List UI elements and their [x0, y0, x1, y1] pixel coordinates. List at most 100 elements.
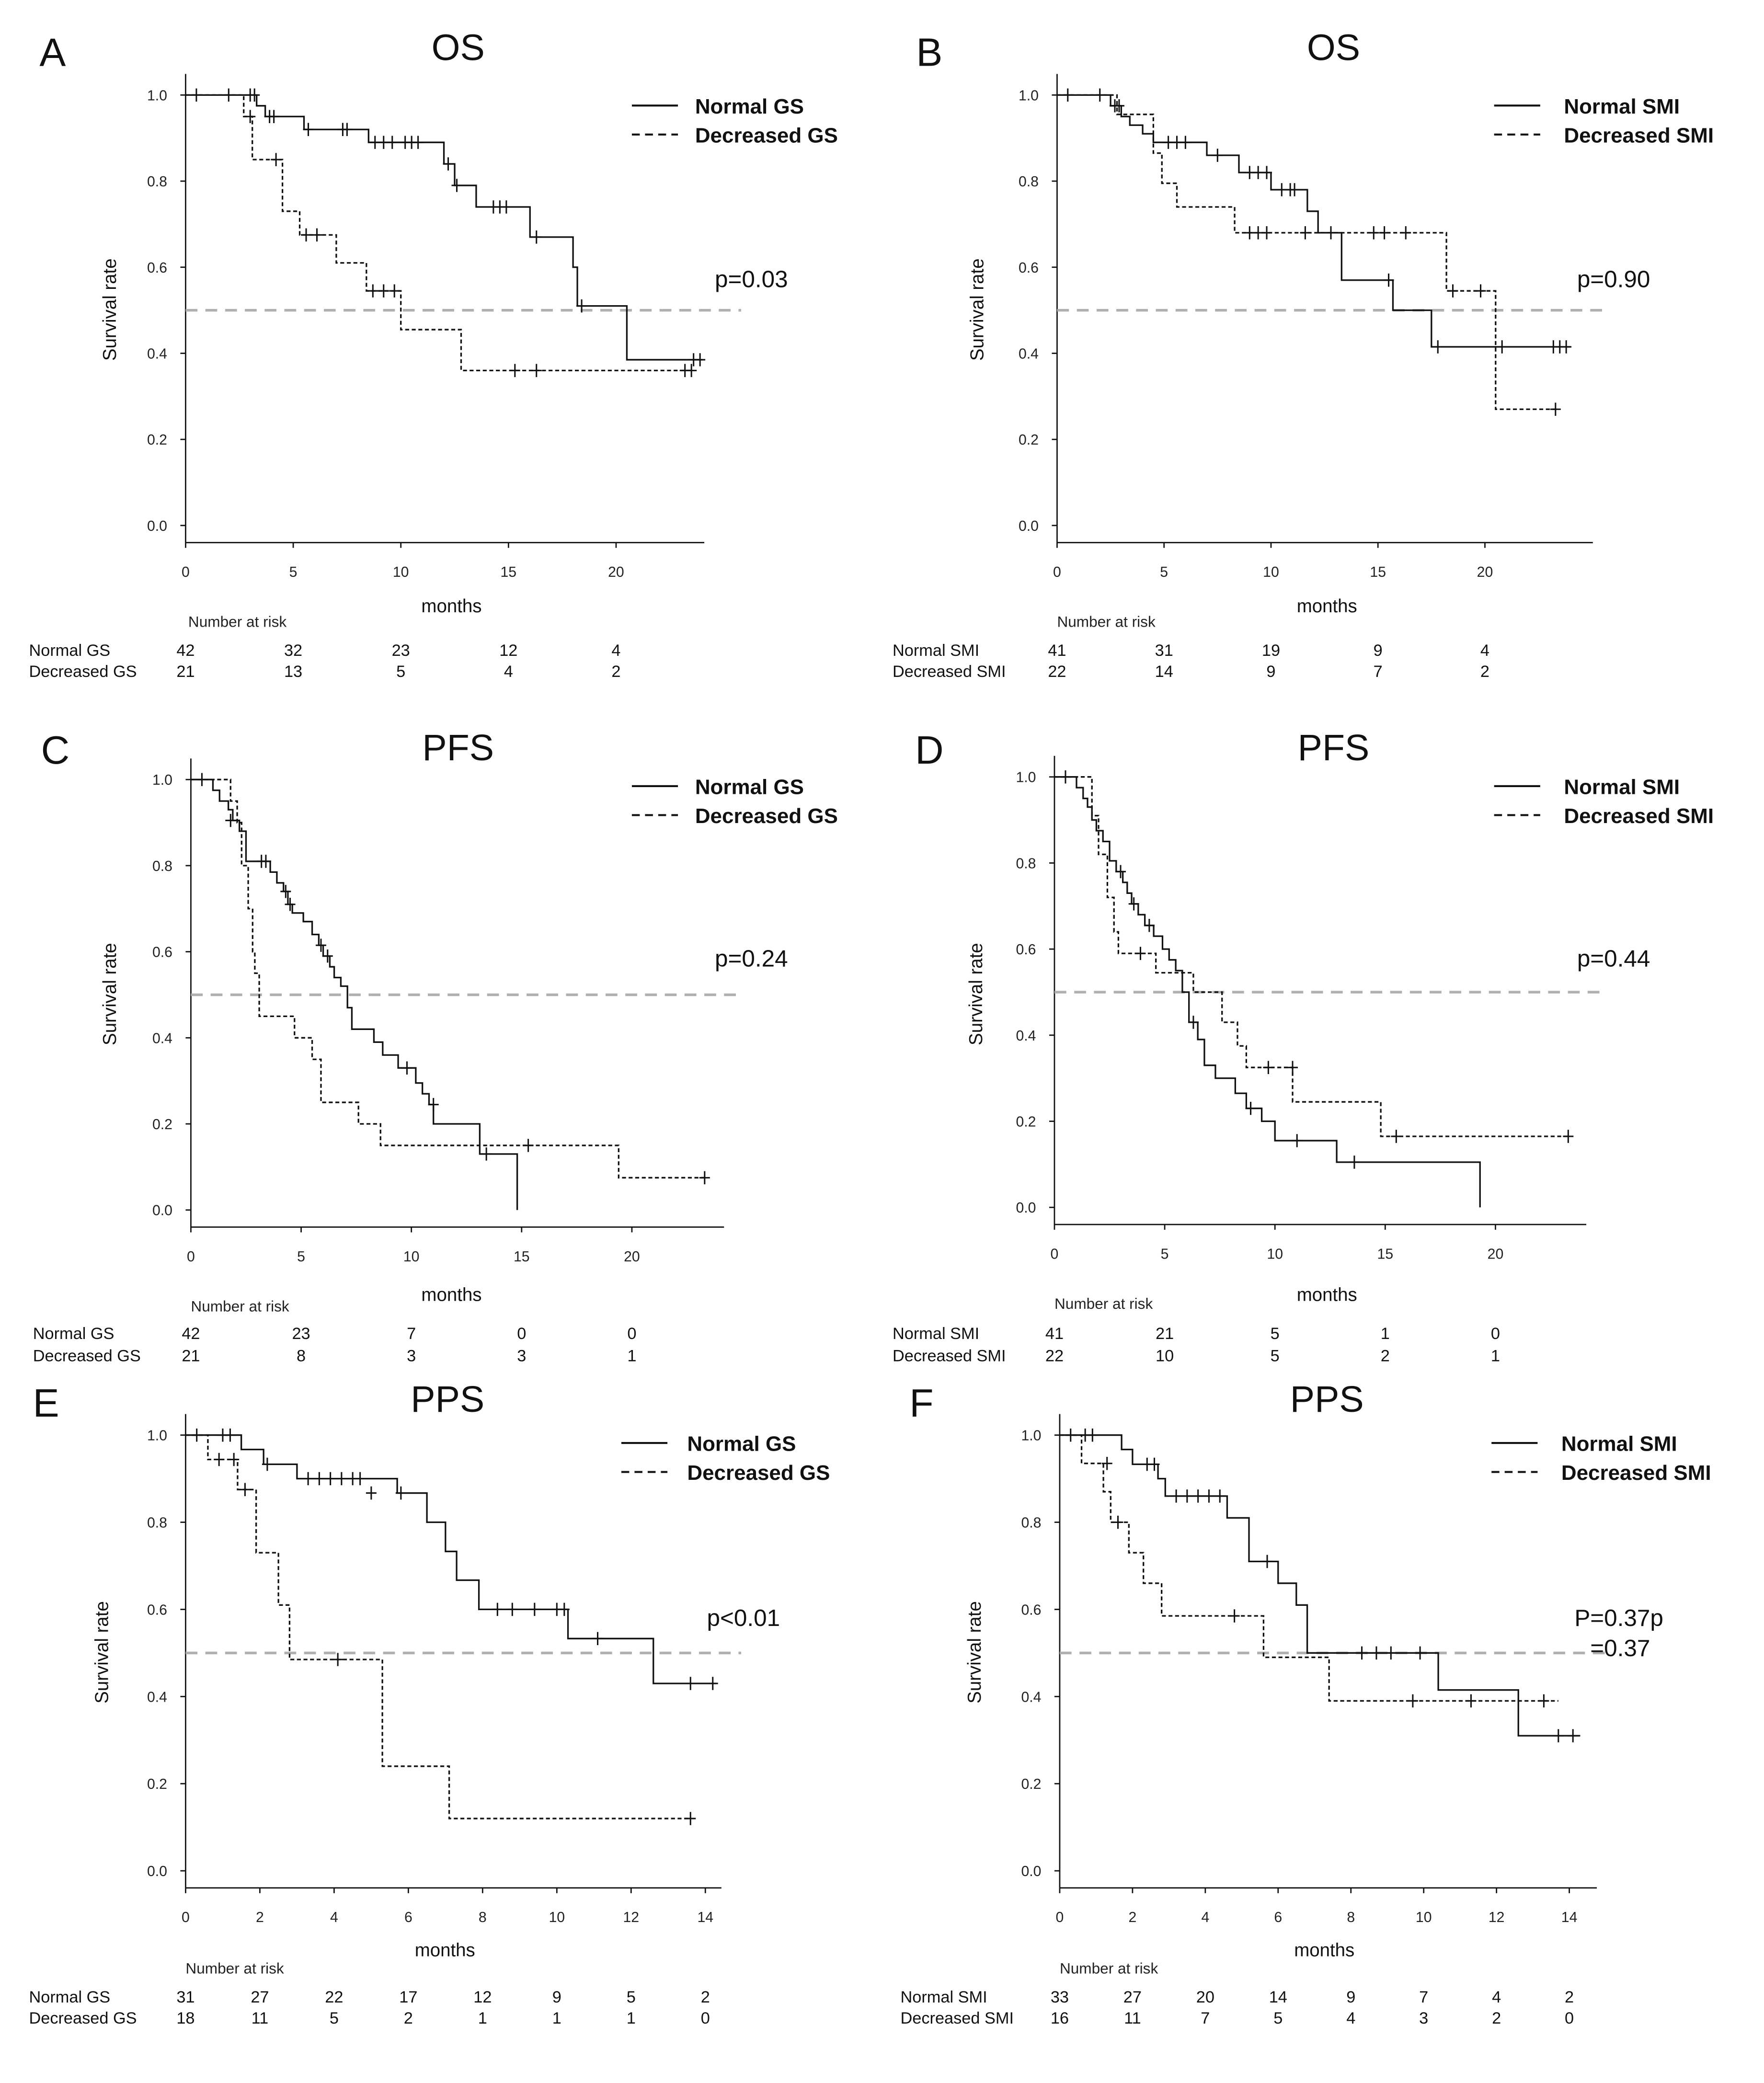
risk-table-heading: Number at risk	[188, 613, 287, 630]
y-tick-label: 0.0	[1021, 1864, 1041, 1879]
y-tick-label: 0.4	[152, 1030, 172, 1046]
x-tick-label: 5	[289, 564, 298, 580]
legend-label: Normal SMI	[1564, 775, 1680, 799]
x-tick-label: 14	[697, 1910, 713, 1925]
x-tick-label: 6	[1274, 1910, 1282, 1925]
risk-value: 8	[297, 1347, 306, 1365]
risk-value: 23	[392, 641, 410, 660]
censor-mark	[315, 938, 326, 952]
x-tick-label: 10	[393, 564, 409, 580]
risk-value: 4	[611, 641, 620, 660]
risk-row-label: Normal GS	[29, 1988, 110, 2006]
y-tick-label: 1.0	[1016, 770, 1036, 786]
risk-value: 5	[627, 1988, 636, 2006]
risk-value: 2	[701, 1988, 710, 2006]
censor-mark	[1563, 1130, 1574, 1143]
risk-value: 42	[182, 1325, 200, 1343]
censor-mark	[576, 299, 587, 313]
x-tick-label: 12	[623, 1910, 639, 1925]
x-tick-label: 20	[1488, 1246, 1504, 1262]
censor-mark	[1181, 1489, 1192, 1503]
risk-row-label: Normal GS	[29, 641, 110, 660]
y-tick-label: 0.4	[1021, 1689, 1041, 1705]
y-axis-label: Survival rate	[100, 258, 120, 361]
survival-curve-normal	[1054, 776, 1481, 1208]
y-tick-label: 0.6	[1021, 1602, 1041, 1618]
risk-value: 1	[552, 2009, 561, 2027]
censor-mark	[1245, 1101, 1256, 1115]
survival-curve-decreased	[185, 94, 694, 372]
risk-value: 3	[517, 1347, 526, 1365]
censor-mark	[1561, 340, 1572, 354]
risk-value: 7	[1201, 2009, 1210, 2027]
censor-mark	[314, 1472, 325, 1486]
risk-table-heading: Number at risk	[1057, 613, 1156, 630]
survival-curve-normal	[185, 94, 702, 361]
risk-value: 0	[627, 1325, 636, 1343]
censor-mark	[501, 200, 512, 214]
risk-value: 21	[182, 1347, 200, 1365]
censor-mark	[1432, 340, 1443, 354]
risk-value: 22	[1045, 1347, 1064, 1365]
risk-table-heading: Number at risk	[185, 1959, 284, 1977]
risk-value: 9	[1374, 641, 1383, 660]
censor-mark	[1292, 1134, 1303, 1147]
p-value: p<0.01	[707, 1605, 780, 1631]
censor-mark	[1368, 226, 1379, 240]
survival-curve-decreased	[1057, 94, 1558, 410]
y-tick-label: 1.0	[1019, 88, 1039, 103]
risk-table-heading: Number at risk	[1060, 1959, 1158, 1977]
censor-mark	[695, 353, 706, 366]
censor-mark	[1171, 1489, 1182, 1503]
censor-mark	[1144, 918, 1155, 932]
censor-mark	[1407, 1694, 1418, 1708]
x-tick-label: 5	[297, 1249, 305, 1265]
legend-label: Normal SMI	[1561, 1432, 1677, 1456]
x-axis-label: months	[421, 596, 481, 617]
x-tick-label: 15	[501, 564, 517, 580]
x-tick-label: 20	[1477, 564, 1493, 580]
y-tick-label: 0.8	[1016, 856, 1036, 871]
y-tick-label: 1.0	[152, 772, 172, 788]
y-tick-label: 0.2	[1021, 1776, 1041, 1792]
censor-mark	[387, 136, 398, 149]
y-tick-label: 0.6	[147, 1602, 167, 1618]
censor-mark	[685, 1677, 696, 1690]
censor-mark	[523, 1139, 534, 1152]
risk-value: 14	[1155, 663, 1173, 681]
legend-label: Normal GS	[687, 1432, 796, 1456]
censor-mark	[1553, 1729, 1564, 1742]
censor-mark	[262, 1457, 273, 1471]
censor-mark	[1371, 1646, 1382, 1660]
censor-mark	[451, 179, 462, 192]
censor-mark	[245, 110, 256, 124]
y-tick-label: 0.4	[147, 1689, 167, 1705]
censor-mark	[1400, 226, 1411, 240]
x-tick-label: 6	[404, 1910, 412, 1925]
censor-mark	[249, 88, 260, 102]
censor-mark	[529, 1602, 540, 1616]
censor-mark	[492, 1602, 503, 1616]
legend-label: Normal GS	[695, 95, 804, 118]
x-tick-label: 0	[1056, 1910, 1064, 1925]
y-tick-label: 0.0	[1016, 1200, 1036, 1216]
censor-mark	[378, 284, 389, 298]
legend-label: Normal SMI	[1564, 95, 1680, 118]
y-axis-label: Survival rate	[964, 1601, 985, 1704]
censor-mark	[1497, 340, 1508, 354]
x-tick-label: 8	[1347, 1910, 1355, 1925]
risk-value: 9	[1266, 663, 1275, 681]
censor-mark	[1447, 284, 1458, 298]
risk-value: 12	[499, 641, 517, 660]
y-tick-label: 0.2	[147, 432, 167, 448]
censor-mark	[303, 123, 314, 136]
panel-a: A OS 0.0 0.2 0.4 0.6 0.8 1.0 0 5 10 15 20 months Survi…	[29, 27, 837, 681]
censor-mark	[1383, 273, 1394, 287]
x-tick-label: 10	[1416, 1910, 1432, 1925]
censor-mark	[240, 1483, 251, 1497]
censor-mark	[1466, 1694, 1477, 1708]
censor-mark	[699, 1171, 710, 1185]
